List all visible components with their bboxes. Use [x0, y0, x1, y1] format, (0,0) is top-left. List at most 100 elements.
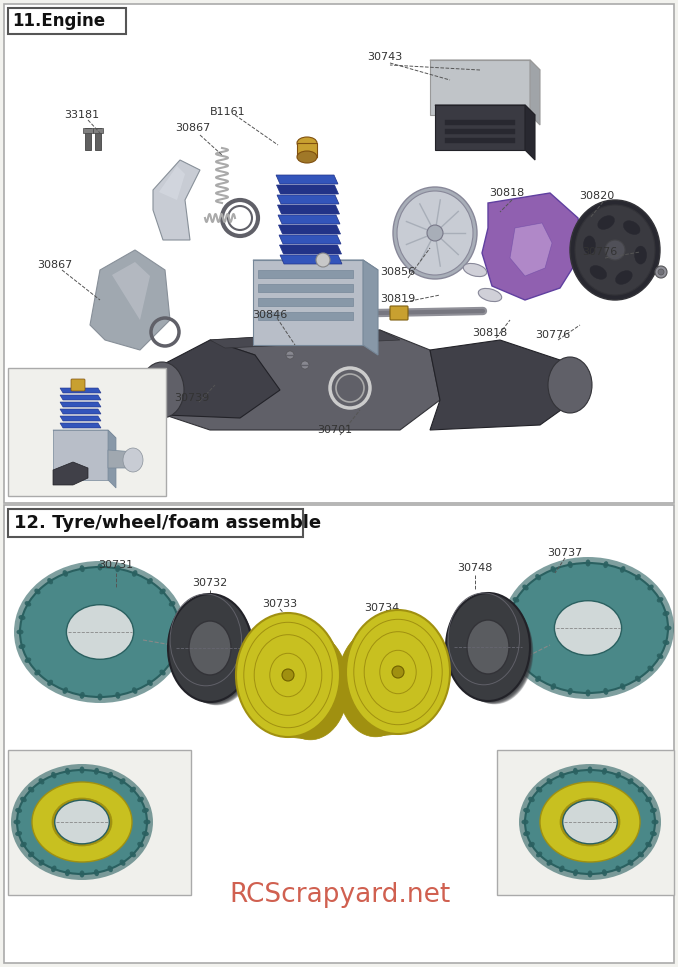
- Ellipse shape: [338, 630, 414, 737]
- Polygon shape: [278, 215, 340, 224]
- Ellipse shape: [244, 617, 342, 738]
- Polygon shape: [279, 225, 340, 234]
- Ellipse shape: [546, 778, 553, 784]
- Ellipse shape: [338, 629, 416, 737]
- Ellipse shape: [159, 589, 165, 595]
- Text: 30820: 30820: [580, 191, 615, 201]
- FancyBboxPatch shape: [445, 120, 515, 125]
- Ellipse shape: [175, 599, 254, 704]
- Polygon shape: [276, 175, 338, 184]
- Ellipse shape: [397, 191, 473, 275]
- Ellipse shape: [108, 772, 113, 778]
- Ellipse shape: [628, 778, 633, 784]
- Ellipse shape: [39, 860, 44, 865]
- Ellipse shape: [297, 151, 317, 163]
- Ellipse shape: [588, 767, 593, 774]
- Ellipse shape: [446, 593, 530, 701]
- Ellipse shape: [513, 597, 519, 602]
- Ellipse shape: [176, 600, 255, 705]
- Ellipse shape: [536, 852, 542, 858]
- Polygon shape: [363, 260, 378, 355]
- Ellipse shape: [137, 797, 144, 803]
- Ellipse shape: [15, 831, 22, 836]
- Ellipse shape: [588, 870, 593, 877]
- FancyBboxPatch shape: [71, 379, 85, 391]
- Ellipse shape: [256, 624, 344, 739]
- Ellipse shape: [14, 819, 20, 825]
- FancyBboxPatch shape: [258, 312, 353, 320]
- Polygon shape: [430, 60, 540, 70]
- Ellipse shape: [115, 692, 121, 699]
- Ellipse shape: [169, 595, 252, 702]
- Ellipse shape: [16, 630, 24, 634]
- Ellipse shape: [647, 665, 654, 671]
- Ellipse shape: [79, 870, 85, 877]
- Ellipse shape: [645, 797, 652, 803]
- Ellipse shape: [144, 819, 151, 825]
- Ellipse shape: [616, 271, 633, 284]
- Ellipse shape: [174, 615, 182, 620]
- Ellipse shape: [176, 630, 184, 634]
- Ellipse shape: [570, 200, 660, 300]
- Polygon shape: [277, 205, 340, 214]
- Ellipse shape: [174, 598, 254, 704]
- Ellipse shape: [455, 599, 533, 704]
- FancyBboxPatch shape: [258, 298, 353, 306]
- Ellipse shape: [573, 869, 578, 876]
- Text: 30733: 30733: [262, 599, 298, 609]
- Ellipse shape: [260, 626, 345, 739]
- Ellipse shape: [51, 865, 56, 872]
- Ellipse shape: [171, 596, 253, 703]
- Circle shape: [605, 240, 625, 260]
- Ellipse shape: [55, 800, 109, 844]
- Ellipse shape: [247, 619, 342, 738]
- Ellipse shape: [35, 669, 41, 676]
- Ellipse shape: [343, 616, 438, 735]
- Polygon shape: [153, 160, 200, 240]
- Ellipse shape: [620, 684, 625, 689]
- Polygon shape: [435, 105, 535, 115]
- Ellipse shape: [14, 561, 186, 703]
- Ellipse shape: [249, 620, 343, 738]
- Ellipse shape: [65, 768, 70, 775]
- Ellipse shape: [590, 266, 607, 279]
- Polygon shape: [60, 395, 101, 400]
- Ellipse shape: [254, 623, 344, 739]
- Ellipse shape: [506, 611, 513, 616]
- Ellipse shape: [342, 619, 435, 735]
- FancyBboxPatch shape: [8, 8, 126, 34]
- FancyBboxPatch shape: [85, 128, 91, 150]
- Text: 30734: 30734: [364, 603, 399, 613]
- Polygon shape: [253, 260, 363, 345]
- Ellipse shape: [65, 869, 70, 876]
- Ellipse shape: [344, 616, 439, 735]
- Ellipse shape: [447, 594, 531, 702]
- Ellipse shape: [628, 860, 633, 865]
- Polygon shape: [112, 262, 150, 320]
- Ellipse shape: [535, 676, 541, 682]
- Ellipse shape: [108, 865, 113, 872]
- Ellipse shape: [508, 563, 668, 693]
- Ellipse shape: [257, 625, 345, 739]
- Ellipse shape: [522, 665, 529, 671]
- Text: 30737: 30737: [547, 548, 582, 558]
- Ellipse shape: [240, 615, 341, 737]
- Polygon shape: [60, 388, 101, 393]
- Ellipse shape: [129, 852, 136, 858]
- Ellipse shape: [340, 624, 424, 736]
- FancyBboxPatch shape: [4, 505, 674, 963]
- Ellipse shape: [39, 778, 44, 784]
- Polygon shape: [253, 260, 378, 270]
- Ellipse shape: [47, 578, 53, 584]
- Ellipse shape: [79, 692, 85, 699]
- Ellipse shape: [343, 617, 437, 735]
- Ellipse shape: [177, 600, 255, 705]
- Ellipse shape: [449, 595, 531, 702]
- FancyBboxPatch shape: [4, 4, 674, 503]
- Text: 30846: 30846: [252, 310, 287, 320]
- Ellipse shape: [132, 688, 138, 694]
- Polygon shape: [525, 105, 535, 160]
- Ellipse shape: [271, 631, 348, 740]
- Ellipse shape: [35, 589, 41, 595]
- Ellipse shape: [262, 627, 346, 739]
